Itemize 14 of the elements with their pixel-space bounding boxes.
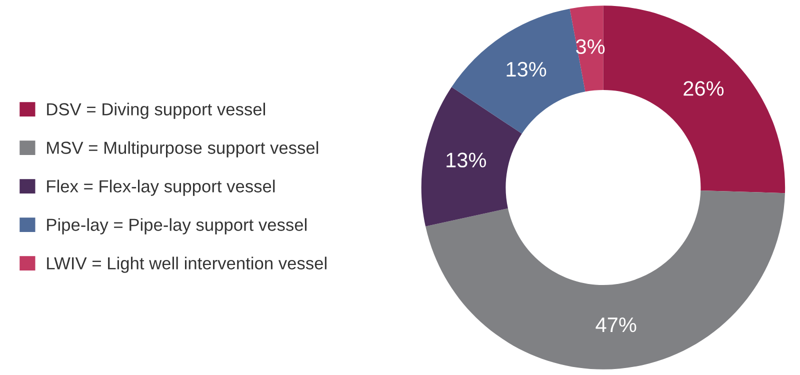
legend-label: LWIV = Light well intervention vessel	[47, 256, 326, 273]
data-label: 26%	[684, 81, 724, 96]
data-label: 13%	[446, 152, 486, 168]
legend-label: DSV = Diving support vessel	[47, 102, 265, 119]
legend-label: Flex = Flex-lay support vessel	[47, 180, 275, 196]
legend-label: Pipe-lay = Pipe-lay support vessel	[47, 218, 306, 234]
data-label: 13%	[506, 62, 546, 77]
data-label: 3%	[576, 39, 605, 54]
data-label: 47%	[596, 318, 636, 332]
donut-slice	[426, 190, 785, 370]
legend-label: MSV = Multipurpose support vessel	[47, 141, 318, 158]
donut-slice	[603, 6, 786, 194]
donut-slice	[421, 87, 522, 226]
donut-slice	[570, 6, 604, 92]
